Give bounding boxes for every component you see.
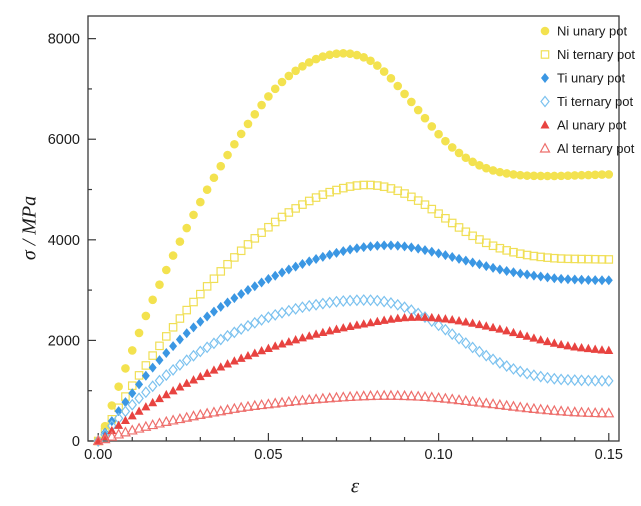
tick-label: 0.00 bbox=[84, 447, 112, 463]
series-al-unary-pot bbox=[93, 312, 614, 445]
tick-label: Ti ternary pot bbox=[557, 94, 633, 109]
tick-label: Ni ternary pot bbox=[557, 47, 635, 62]
series-ti-ternary-pot bbox=[93, 294, 614, 447]
legend-item-al-ternary-pot: Al ternary pot bbox=[539, 141, 635, 156]
tick-label: 2000 bbox=[48, 333, 80, 349]
legend: Ni unary pot Ni ternary pot Ti unary pot Ti… bbox=[539, 24, 635, 156]
tick-label: 0.05 bbox=[254, 447, 282, 463]
tick-label: Al ternary pot bbox=[557, 141, 635, 156]
series-ni-ternary-pot bbox=[93, 180, 614, 446]
tick-label: 4000 bbox=[48, 233, 80, 249]
series-ni-unary-pot bbox=[93, 49, 614, 446]
tick-label: 0.10 bbox=[424, 447, 452, 463]
tick-label: Ti unary pot bbox=[557, 71, 626, 86]
tick-label: 6000 bbox=[48, 132, 80, 148]
tick-label: Al unary pot bbox=[557, 118, 627, 133]
y-axis-title: σ / MPa bbox=[18, 195, 41, 261]
tick-label: Ni unary pot bbox=[557, 24, 627, 39]
legend-item-ti-ternary-pot: Ti ternary pot bbox=[540, 94, 633, 109]
series-ti-unary-pot bbox=[94, 240, 613, 446]
legend-item-ni-ternary-pot: Ni ternary pot bbox=[540, 47, 635, 62]
plot-frame bbox=[87, 15, 620, 442]
y-axis: 0 2000 4000 6000 8000 bbox=[48, 32, 96, 450]
tick-label: 0 bbox=[72, 434, 80, 450]
series-al-ternary-pot bbox=[92, 389, 615, 446]
tick-label: 8000 bbox=[48, 32, 80, 48]
tick-label: 0.15 bbox=[595, 447, 623, 463]
legend-item-ni-unary-pot: Ni unary pot bbox=[540, 24, 627, 39]
x-axis: 0.00 0.05 0.10 0.15 bbox=[84, 433, 623, 463]
legend-item-ti-unary-pot: Ti unary pot bbox=[541, 71, 626, 86]
x-axis-title: ε bbox=[350, 473, 360, 498]
legend-item-al-unary-pot: Al unary pot bbox=[540, 118, 627, 133]
